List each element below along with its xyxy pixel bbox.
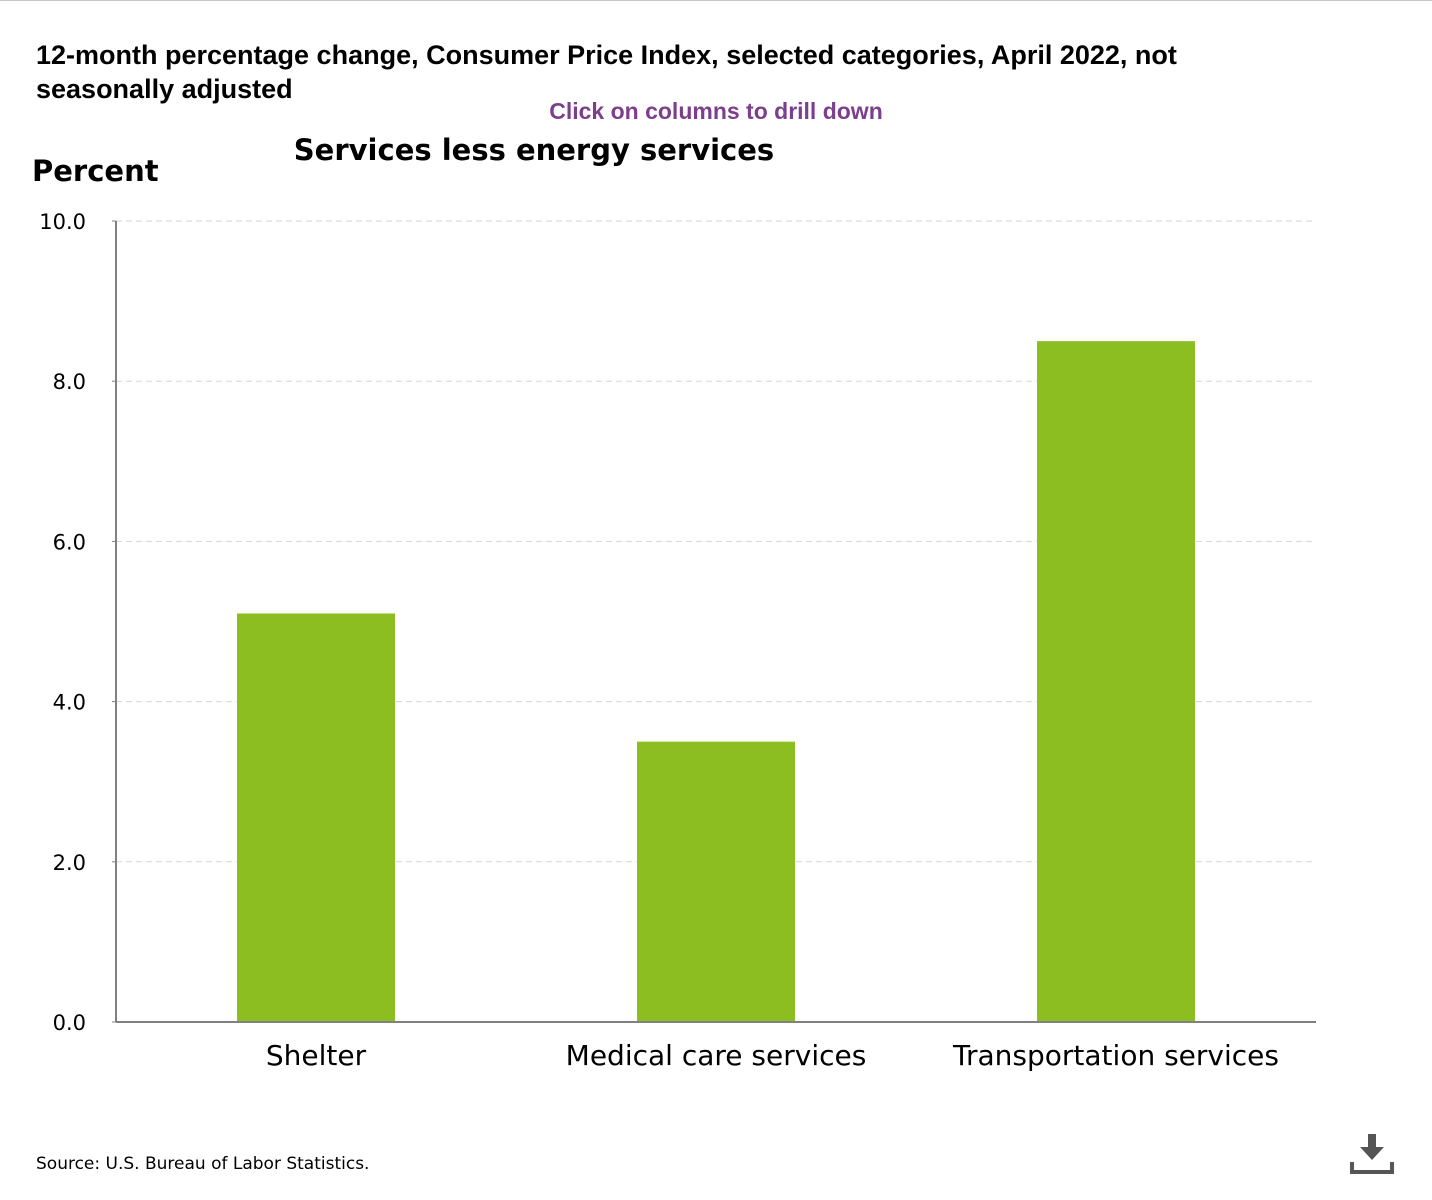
top-divider <box>0 0 1432 1</box>
y-tick-label: 10.0 <box>39 210 86 234</box>
chart-title: Services less energy services <box>294 133 774 167</box>
drill-down-hint: Click on columns to drill down <box>549 98 883 124</box>
bar-medical-care-services[interactable] <box>637 741 795 1022</box>
y-axis-ticks: 0.0 2.0 4.0 6.0 8.0 10.0 <box>39 210 116 1035</box>
page-title: 12-month percentage change, Consumer Pri… <box>36 40 1177 104</box>
x-tick-label: Shelter <box>266 1039 367 1072</box>
download-icon <box>1350 1134 1394 1174</box>
y-tick-label: 2.0 <box>53 851 86 875</box>
y-tick-label: 0.0 <box>53 1011 86 1035</box>
download-button[interactable] <box>1348 1130 1394 1176</box>
x-axis-ticks: Shelter Medical care services Transportati… <box>266 1039 1279 1072</box>
y-tick-label: 4.0 <box>53 691 86 715</box>
bar-chart: Services less energy services Percent 0.… <box>32 133 1316 1072</box>
source-note: Source: U.S. Bureau of Labor Statistics. <box>36 1154 370 1174</box>
y-tick-label: 6.0 <box>53 530 86 554</box>
y-tick-label: 8.0 <box>53 370 86 394</box>
y-axis-label: Percent <box>32 154 159 188</box>
bars <box>237 341 1195 1022</box>
bar-transportation-services[interactable] <box>1037 341 1195 1022</box>
x-tick-label: Transportation services <box>952 1039 1279 1072</box>
x-tick-label: Medical care services <box>566 1039 867 1072</box>
bar-shelter[interactable] <box>237 613 395 1022</box>
